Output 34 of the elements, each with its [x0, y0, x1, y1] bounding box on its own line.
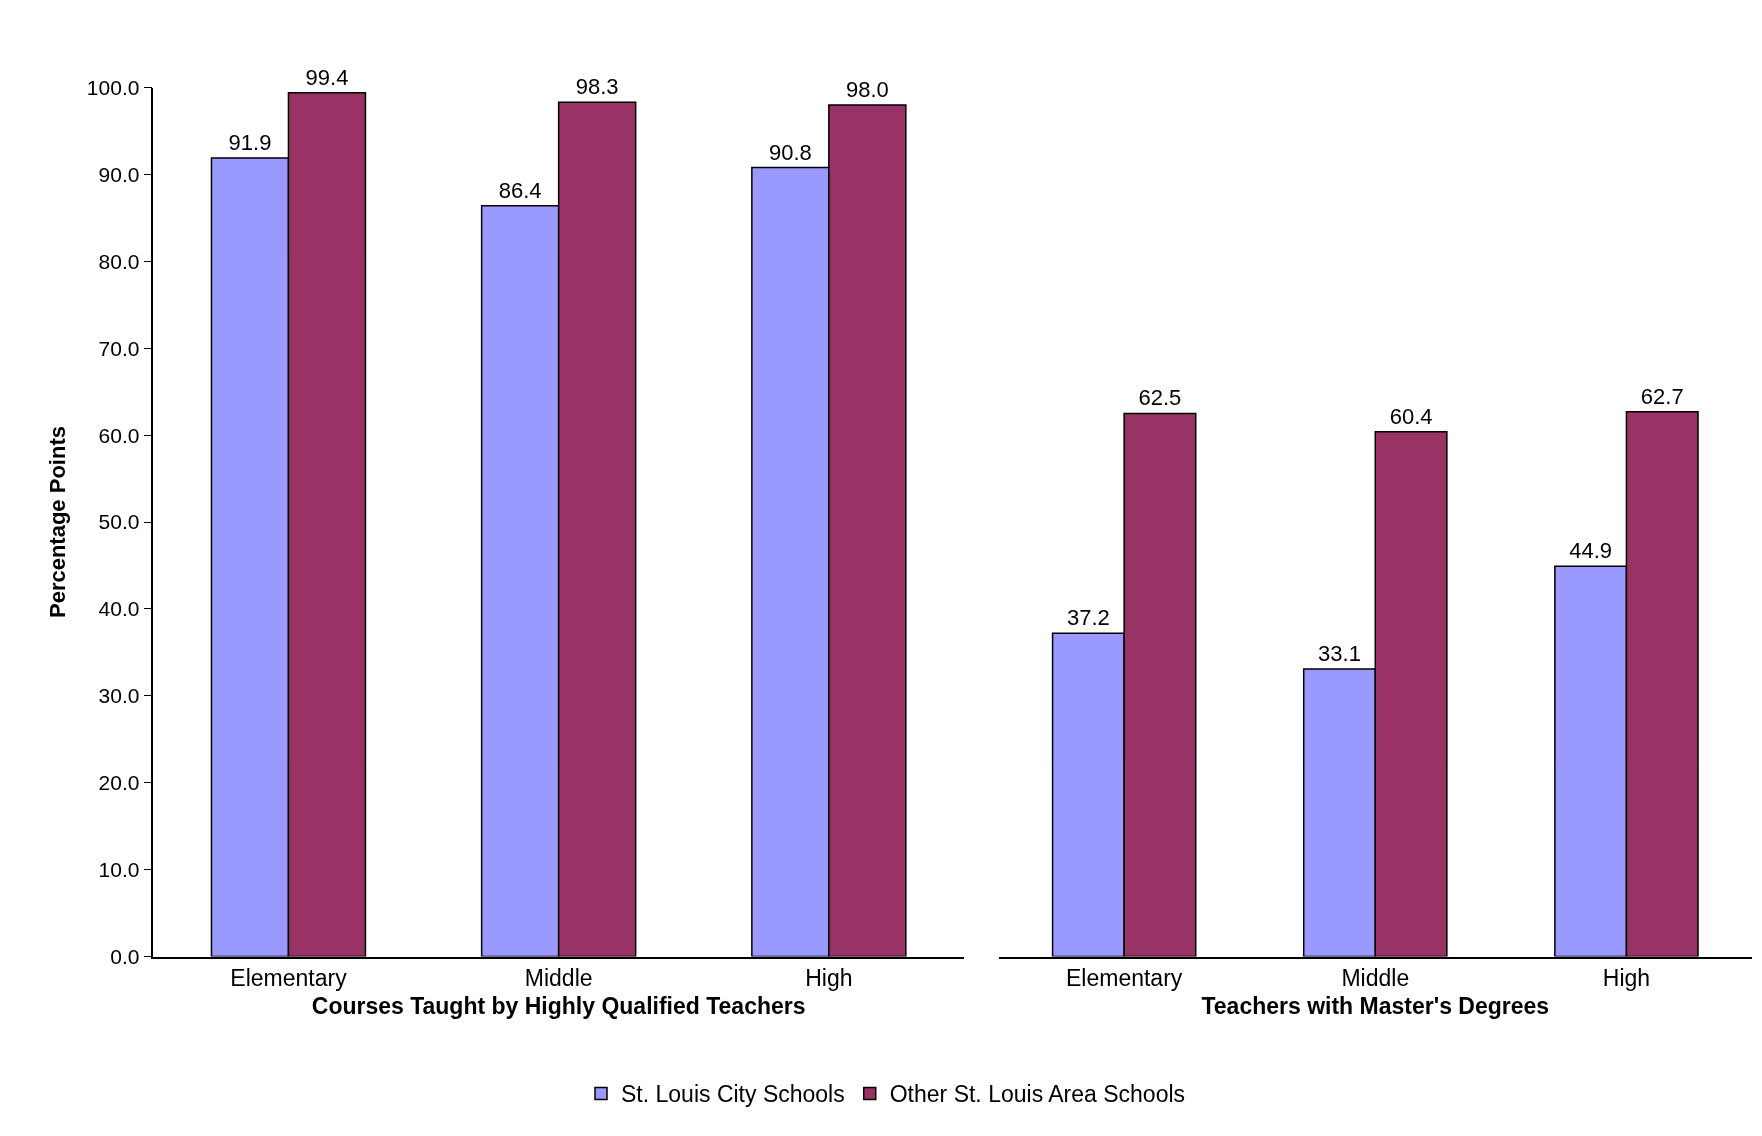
data-label: 98.3 — [575, 74, 619, 100]
data-label: 44.9 — [1569, 538, 1613, 564]
x-axis-title: Teachers with Master's Degrees — [1201, 992, 1550, 1019]
data-label: 86.4 — [498, 177, 542, 203]
data-label: 33.1 — [1318, 640, 1361, 666]
data-label: 62.7 — [1640, 383, 1684, 409]
x-axis-title: Courses Taught by Highly Qualified Teachers — [311, 992, 806, 1019]
y-tick-label: 90.0 — [98, 162, 140, 186]
y-tick-label: 40.0 — [98, 597, 140, 621]
y-tick-label: 80.0 — [98, 249, 140, 273]
x-tick-label: Elementary — [1065, 964, 1183, 991]
data-label: 37.2 — [1066, 605, 1110, 631]
y-tick-label: 60.0 — [98, 423, 140, 447]
data-label: 99.4 — [305, 64, 349, 90]
data-label: 98.0 — [845, 76, 889, 102]
y-tick-label: 30.0 — [98, 684, 140, 708]
y-tick-label: 70.0 — [98, 336, 140, 360]
y-axis-title: Percentage Points — [45, 426, 71, 619]
x-tick-label: High — [1602, 964, 1651, 991]
y-tick-label: 20.0 — [98, 771, 140, 795]
y-tick-label: 50.0 — [98, 510, 140, 534]
x-tick-label: Middle — [524, 964, 593, 991]
data-label: 90.8 — [768, 139, 812, 165]
y-tick-label: 0.0 — [110, 944, 140, 968]
y-tick-label: 100.0 — [86, 75, 140, 99]
x-tick-label: Elementary — [230, 964, 348, 991]
legend-label: St. Louis City Schools — [621, 1081, 845, 1108]
x-tick-label: High — [805, 964, 853, 991]
data-label: 62.5 — [1138, 385, 1182, 411]
legend-label: Other St. Louis Area Schools — [889, 1081, 1186, 1108]
data-label: 91.9 — [228, 129, 272, 155]
x-tick-label: Middle — [1341, 964, 1410, 991]
data-label: 60.4 — [1389, 403, 1433, 429]
y-tick-label: 10.0 — [98, 857, 140, 881]
